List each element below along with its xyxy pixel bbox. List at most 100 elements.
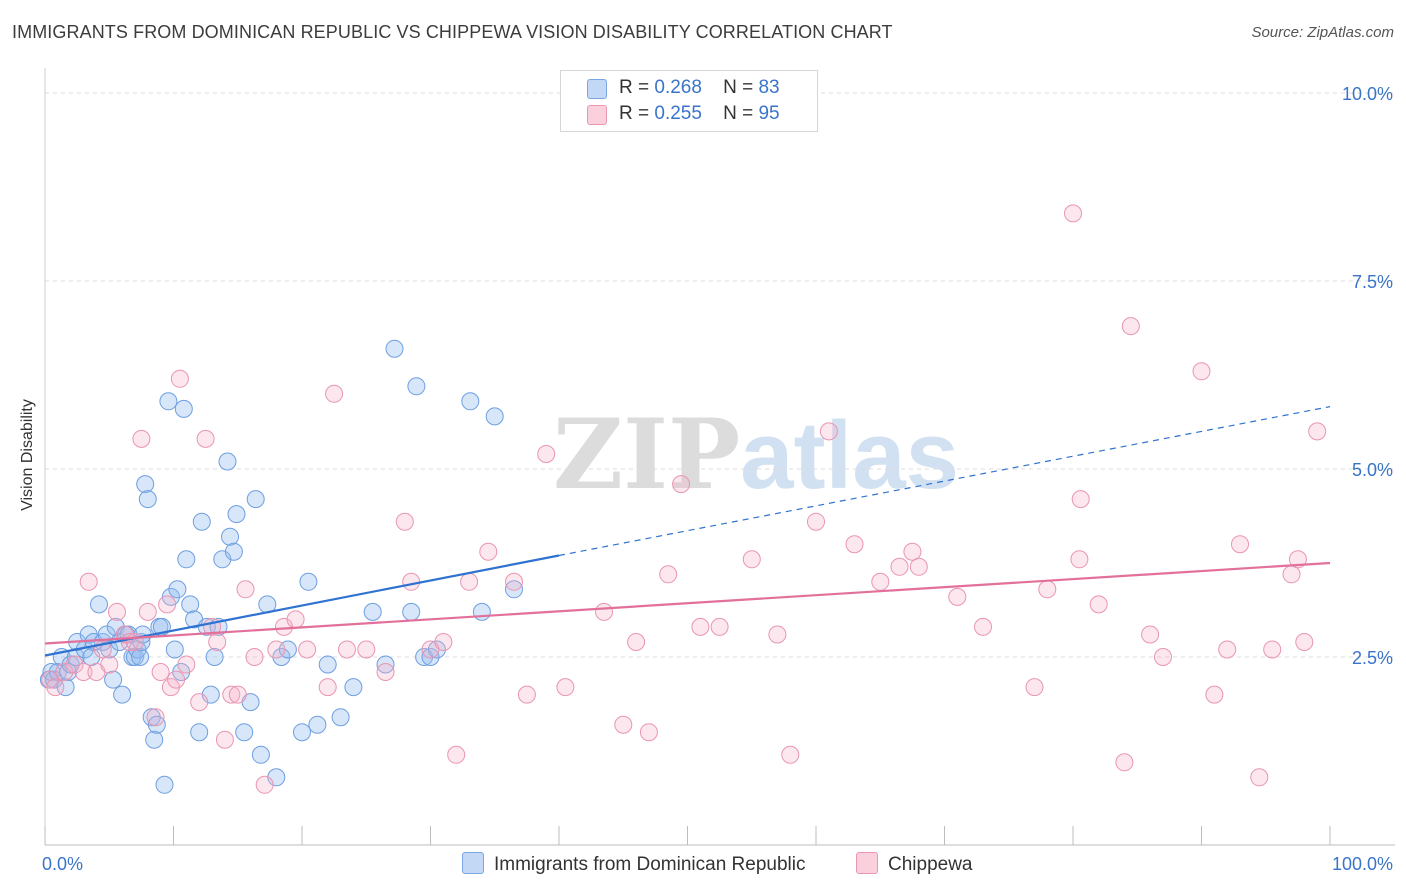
blue-point bbox=[221, 527, 239, 546]
legend-n-label: N = bbox=[723, 103, 754, 124]
y-tick-label: 2.5% bbox=[1352, 648, 1393, 668]
pink-point bbox=[1218, 640, 1237, 659]
blue-point bbox=[218, 452, 237, 471]
legend-n-value-pink: 95 bbox=[758, 103, 780, 124]
y-tick-label: 5.0% bbox=[1352, 460, 1393, 480]
pink-point bbox=[177, 655, 196, 674]
blue-point bbox=[472, 602, 491, 621]
blue-point bbox=[131, 648, 150, 666]
pink-point bbox=[1263, 640, 1282, 659]
pink-point bbox=[460, 572, 479, 591]
pink-point bbox=[79, 572, 98, 591]
pink-point bbox=[691, 617, 710, 636]
pink-point bbox=[236, 580, 255, 599]
blue-point bbox=[136, 475, 155, 494]
pink-point bbox=[819, 422, 838, 441]
pink-point bbox=[46, 678, 65, 697]
source-label: Source: ZipAtlas.com bbox=[1251, 24, 1394, 41]
blue-point bbox=[145, 730, 164, 749]
y-tick-label: 7.5% bbox=[1352, 272, 1393, 292]
blue-point bbox=[59, 663, 78, 681]
pink-point bbox=[595, 602, 613, 621]
pink-point bbox=[1250, 768, 1269, 787]
pink-point bbox=[108, 602, 126, 621]
pink-point bbox=[1288, 550, 1307, 569]
pink-point bbox=[402, 572, 421, 591]
pink-point bbox=[1308, 422, 1327, 441]
blue-point bbox=[227, 505, 246, 524]
watermark-zip: ZIP bbox=[553, 398, 741, 511]
blue-point bbox=[113, 685, 132, 704]
pink-point bbox=[1064, 204, 1082, 223]
blue-point bbox=[344, 678, 363, 697]
pink-point bbox=[298, 640, 317, 659]
blue-point bbox=[363, 602, 382, 621]
pink-point bbox=[286, 610, 305, 629]
pink-point bbox=[890, 557, 909, 576]
legend-r-label: R = bbox=[619, 103, 650, 124]
watermark: ZIPatlas bbox=[553, 398, 959, 511]
legend: R = 0.268 N = 83 R = 0.255 N = 95 bbox=[560, 70, 818, 132]
pink-point bbox=[222, 685, 241, 704]
blue-point bbox=[159, 392, 178, 411]
blue-point bbox=[421, 648, 440, 666]
pink-point bbox=[537, 445, 556, 463]
pink-point bbox=[318, 678, 337, 697]
blue-point bbox=[168, 580, 187, 599]
bottom-legend-swatch-blue bbox=[462, 852, 484, 874]
pink-point bbox=[255, 775, 274, 794]
pink-point bbox=[659, 565, 678, 584]
pink-point bbox=[974, 617, 992, 636]
chart-title: IMMIGRANTS FROM DOMINICAN REPUBLIC VS CH… bbox=[12, 22, 893, 42]
blue-point bbox=[147, 715, 166, 734]
pink-point bbox=[146, 708, 165, 727]
blue-point bbox=[427, 640, 446, 659]
blue-point bbox=[308, 715, 327, 734]
watermark-atlas: atlas bbox=[740, 402, 959, 509]
pink-point bbox=[505, 572, 523, 591]
pink-point bbox=[871, 572, 890, 591]
pink-point bbox=[158, 595, 177, 614]
pink-point bbox=[710, 617, 729, 636]
pink-point bbox=[517, 685, 536, 704]
pink-point bbox=[1282, 565, 1301, 584]
blue-point bbox=[155, 775, 174, 794]
blue-point bbox=[138, 490, 157, 509]
pink-point bbox=[1231, 535, 1249, 554]
legend-swatch-blue bbox=[587, 79, 607, 99]
pink-point bbox=[479, 542, 498, 561]
pink-point bbox=[672, 475, 691, 494]
blue-point bbox=[104, 670, 123, 689]
blue-point bbox=[461, 392, 480, 411]
pink-point bbox=[325, 384, 344, 403]
pink-point bbox=[167, 670, 186, 689]
blue-point bbox=[299, 572, 318, 591]
x-tick-label: 0.0% bbox=[42, 854, 83, 874]
pink-point bbox=[1038, 580, 1057, 599]
pink-point bbox=[228, 685, 247, 704]
blue-point bbox=[407, 377, 426, 396]
pink-point bbox=[151, 663, 170, 681]
pink-point bbox=[807, 512, 825, 531]
pink-point bbox=[1115, 753, 1134, 772]
blue-point bbox=[100, 640, 119, 659]
pink-point bbox=[55, 663, 74, 681]
legend-r-value-blue: 0.268 bbox=[654, 77, 702, 98]
bottom-legend-label-blue: Immigrants from Dominican Republic bbox=[494, 854, 806, 875]
pink-point bbox=[1025, 678, 1044, 697]
blue-trend-extension bbox=[558, 406, 1331, 557]
blue-point bbox=[165, 640, 184, 659]
pink-point bbox=[742, 550, 761, 569]
pink-point bbox=[338, 640, 356, 659]
pink-point bbox=[267, 640, 286, 659]
pink-trend-line bbox=[44, 561, 1331, 645]
legend-n-value-blue: 83 bbox=[758, 77, 780, 98]
pink-point bbox=[170, 369, 189, 388]
pink-point bbox=[556, 678, 575, 697]
legend-swatch-pink bbox=[587, 105, 607, 125]
y-tick-label: 10.0% bbox=[1342, 84, 1393, 104]
pink-point bbox=[768, 625, 787, 644]
blue-point bbox=[192, 512, 211, 531]
blue-point bbox=[485, 407, 504, 426]
bottom-legend-pink: Chippewa bbox=[856, 852, 973, 876]
